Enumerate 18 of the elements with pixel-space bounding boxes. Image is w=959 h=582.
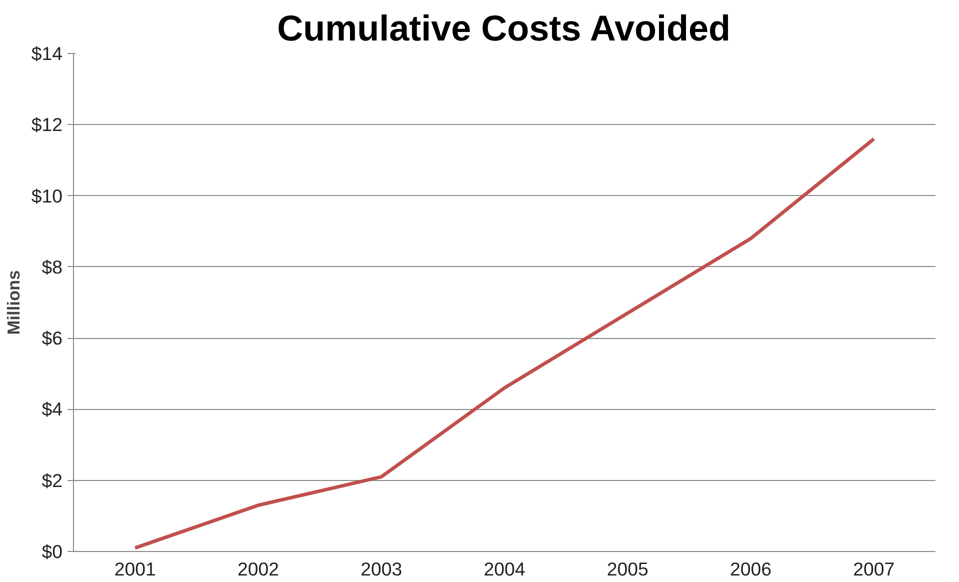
- x-tick-label: 2002: [237, 558, 279, 580]
- x-tick-label: 2004: [484, 558, 526, 580]
- y-tick-label: $14: [31, 43, 63, 64]
- x-tick-label: 2006: [730, 558, 772, 580]
- y-axis-title: Millions: [3, 270, 24, 335]
- chart-title: Cumulative Costs Avoided: [277, 8, 731, 48]
- y-tick-label: $4: [42, 398, 63, 420]
- y-tick-label: $2: [42, 470, 63, 491]
- line-series: [133, 137, 876, 550]
- x-tick-label: 2005: [606, 558, 648, 580]
- y-tick-label: $12: [31, 114, 63, 136]
- y-tick-label: $6: [42, 328, 63, 349]
- x-tick-label: 2001: [114, 558, 156, 580]
- x-tick-label: 2007: [853, 558, 895, 580]
- y-tick-label: $10: [31, 185, 63, 206]
- y-tick-label: $0: [42, 541, 63, 562]
- y-tick-label: $8: [42, 256, 63, 278]
- x-tick-label: 2003: [360, 558, 402, 580]
